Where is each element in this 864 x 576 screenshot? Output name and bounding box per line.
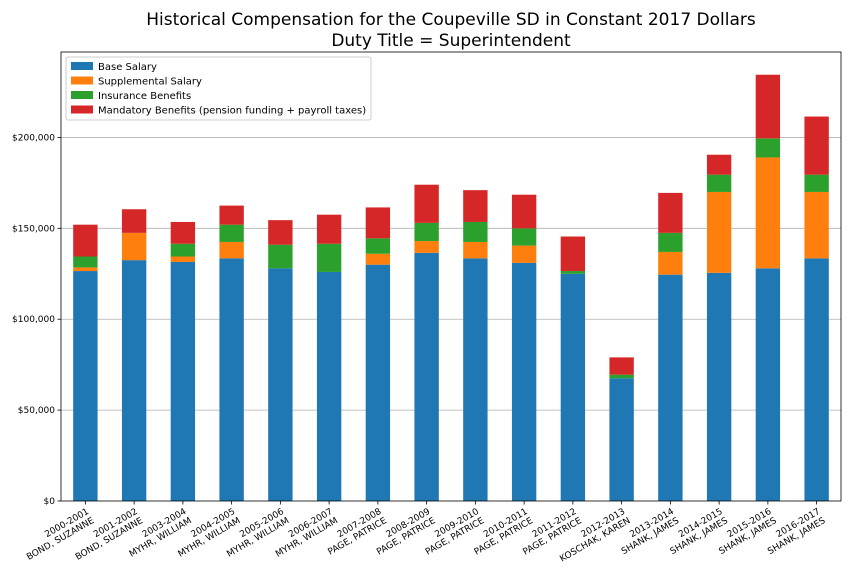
bar-segment-mandatory-benefits-pension-funding-payroll-taxes xyxy=(365,207,391,239)
bar-segment-mandatory-benefits-pension-funding-payroll-taxes xyxy=(219,205,244,225)
bar-segment-mandatory-benefits-pension-funding-payroll-taxes xyxy=(609,357,634,375)
legend-box xyxy=(65,56,372,121)
chart-title: Historical Compensation for the Coupevil… xyxy=(146,10,756,30)
bar-segment-base-salary xyxy=(706,272,732,501)
bar-segment-insurance-benefits xyxy=(804,174,829,192)
bar-segment-mandatory-benefits-pension-funding-payroll-taxes xyxy=(706,154,732,175)
plot-frame xyxy=(60,51,842,502)
bar-segment-supplemental-salary xyxy=(658,251,683,275)
y-tick-label: $0 xyxy=(44,497,56,507)
bar-segment-base-salary xyxy=(658,274,683,501)
bar-segment-mandatory-benefits-pension-funding-payroll-taxes xyxy=(755,74,781,139)
bar-segment-insurance-benefits xyxy=(560,271,586,274)
bar-segment-insurance-benefits xyxy=(511,228,537,246)
y-tick-label: $100,000 xyxy=(12,315,55,325)
bar-segment-insurance-benefits xyxy=(316,243,342,272)
bar-segment-insurance-benefits xyxy=(170,243,196,257)
bar-segment-base-salary xyxy=(73,271,98,501)
legend-swatch xyxy=(71,62,93,70)
bar-segment-base-salary xyxy=(121,260,147,501)
bar-segment-mandatory-benefits-pension-funding-payroll-taxes xyxy=(268,220,293,245)
legend-swatch xyxy=(71,76,93,85)
y-axis-ticks: $0 $50,000 $100,000 $150,000 $200,000 xyxy=(12,133,61,507)
bar-segment-insurance-benefits xyxy=(73,256,98,268)
bar-segment-mandatory-benefits-pension-funding-payroll-taxes xyxy=(560,236,586,272)
bar-segment-mandatory-benefits-pension-funding-payroll-taxes xyxy=(121,209,147,233)
bar-segment-supplemental-salary xyxy=(219,241,244,259)
bar-segment-supplemental-salary xyxy=(121,232,147,261)
bar-series xyxy=(73,74,829,501)
axes xyxy=(60,51,842,502)
bar-segment-supplemental-salary xyxy=(463,241,488,259)
legend-label: Supplemental Salary xyxy=(98,77,202,88)
bar-segment-mandatory-benefits-pension-funding-payroll-taxes xyxy=(658,192,683,233)
bar-segment-base-salary xyxy=(560,273,586,501)
bar-segment-insurance-benefits xyxy=(463,221,488,242)
y-tick-label: $50,000 xyxy=(18,406,55,416)
bar-segment-mandatory-benefits-pension-funding-payroll-taxes xyxy=(316,214,342,244)
bar-segment-base-salary xyxy=(414,252,439,501)
legend: Base Salary Supplemental Salary Insurance … xyxy=(65,56,372,121)
bar-segment-base-salary xyxy=(268,268,293,501)
bar-segment-insurance-benefits xyxy=(219,224,244,242)
bar-segment-supplemental-salary xyxy=(414,241,439,253)
bar-segment-supplemental-salary xyxy=(706,191,732,273)
legend-label: Base Salary xyxy=(98,62,157,73)
bar-segment-insurance-benefits xyxy=(365,238,391,254)
bar-segment-base-salary xyxy=(609,378,634,501)
bar-segment-insurance-benefits xyxy=(414,222,439,242)
bar-segment-base-salary xyxy=(804,258,829,501)
bar-segment-supplemental-salary xyxy=(755,157,781,269)
legend-label: Mandatory Benefits (pension funding + pa… xyxy=(98,106,366,117)
bar-segment-insurance-benefits xyxy=(609,374,634,379)
bar-segment-mandatory-benefits-pension-funding-payroll-taxes xyxy=(414,184,439,223)
bar-segment-insurance-benefits xyxy=(706,174,732,192)
bar-segment-supplemental-salary xyxy=(73,267,98,272)
bar-segment-mandatory-benefits-pension-funding-payroll-taxes xyxy=(170,221,196,244)
bar-segment-base-salary xyxy=(170,261,196,501)
bar-segment-supplemental-salary xyxy=(511,245,537,263)
bar-segment-mandatory-benefits-pension-funding-payroll-taxes xyxy=(511,194,537,229)
y-tick-label: $200,000 xyxy=(12,133,55,143)
y-tick-label: $150,000 xyxy=(12,224,55,234)
bar-segment-mandatory-benefits-pension-funding-payroll-taxes xyxy=(804,116,829,175)
legend-label: Insurance Benefits xyxy=(98,91,191,102)
bar-segment-insurance-benefits xyxy=(755,138,781,158)
bar-segment-mandatory-benefits-pension-funding-payroll-taxes xyxy=(463,190,488,222)
bar-segment-insurance-benefits xyxy=(658,232,683,252)
bar-segment-base-salary xyxy=(511,262,537,501)
chart-subtitle: Duty Title = Superintendent xyxy=(331,31,571,51)
bar-segment-base-salary xyxy=(755,268,781,501)
bar-segment-base-salary xyxy=(316,271,342,501)
legend-swatch xyxy=(71,91,93,99)
bar-segment-base-salary xyxy=(463,258,488,501)
bar-segment-supplemental-salary xyxy=(365,253,391,265)
legend-swatch xyxy=(71,105,93,114)
bar-segment-supplemental-salary xyxy=(170,256,196,262)
bar-segment-mandatory-benefits-pension-funding-payroll-taxes xyxy=(73,224,98,257)
bar-segment-base-salary xyxy=(365,264,391,501)
bar-segment-supplemental-salary xyxy=(804,191,829,259)
bar-segment-insurance-benefits xyxy=(268,244,293,269)
bar-segment-base-salary xyxy=(219,258,244,501)
